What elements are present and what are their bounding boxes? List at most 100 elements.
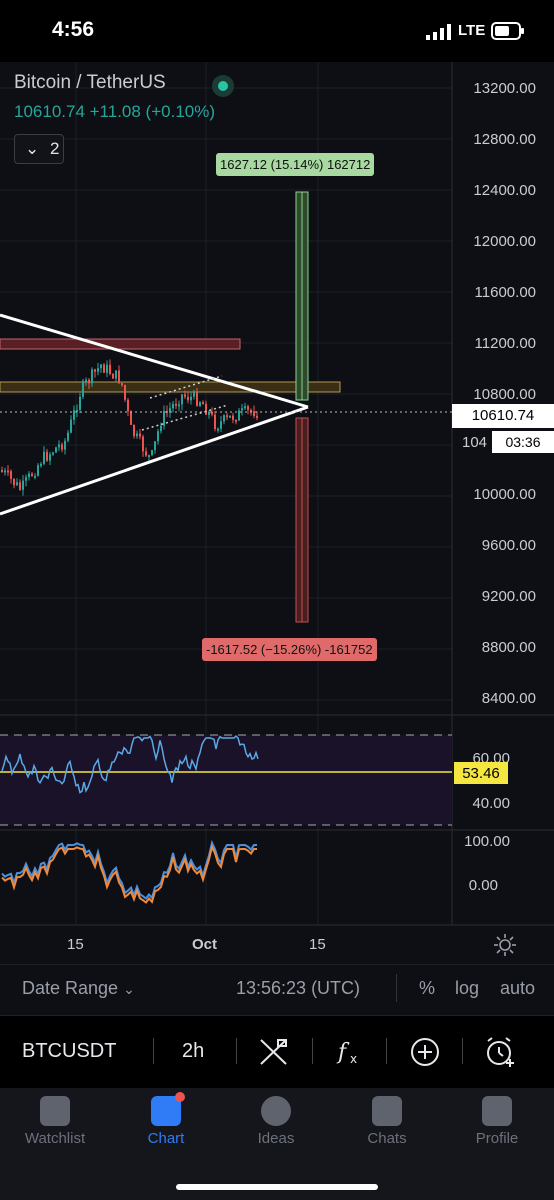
price-tick: 8400.00 <box>481 690 536 707</box>
tab-label: Ideas <box>257 1130 295 1147</box>
interval-button[interactable]: 2h <box>182 1040 205 1062</box>
candle <box>133 424 135 437</box>
stoch-tick: 100.00 <box>464 833 510 850</box>
status-bar <box>0 0 554 62</box>
profile-icon <box>482 1096 512 1126</box>
candle <box>109 364 111 374</box>
candle <box>208 411 210 415</box>
indicators-collapse-button[interactable]: ⌄ 2 <box>14 134 64 164</box>
candlestick-series <box>1 359 258 496</box>
candle <box>112 373 114 379</box>
candle <box>229 415 231 418</box>
chart-area[interactable] <box>0 62 554 964</box>
candle <box>25 477 27 481</box>
candle <box>223 415 225 422</box>
price-tick: 10800.00 <box>473 386 536 403</box>
svg-text:f: f <box>336 1040 350 1065</box>
symbol-title[interactable]: Bitcoin / TetherUS <box>14 72 166 93</box>
candle <box>79 396 81 410</box>
time-tick: Oct <box>192 936 218 953</box>
candle <box>43 451 45 464</box>
time-tick: 15 <box>67 936 84 953</box>
candle <box>151 450 153 456</box>
price-tick-partial: 104 <box>462 434 488 451</box>
candle <box>247 406 249 410</box>
triangle-upper-line[interactable] <box>0 313 309 409</box>
alert-clock-icon[interactable] <box>484 1035 518 1069</box>
candle <box>226 415 228 418</box>
candle <box>256 415 258 418</box>
candle <box>82 380 84 397</box>
auto-scale-button[interactable]: auto <box>500 978 536 998</box>
price-tick: 13200.00 <box>473 80 536 97</box>
candle <box>205 403 207 415</box>
candle <box>190 396 192 401</box>
battery-icon <box>491 22 524 40</box>
triangle-lower-line[interactable] <box>0 405 309 516</box>
tab-profile[interactable]: Profile <box>452 1096 542 1147</box>
add-icon[interactable] <box>409 1036 441 1068</box>
watchlist-icon <box>40 1096 70 1126</box>
price-tick: 12000.00 <box>473 233 536 250</box>
candle <box>115 370 117 379</box>
candle <box>127 399 129 412</box>
candle <box>121 383 123 386</box>
market-open-indicator <box>212 75 234 97</box>
bar-countdown: 03:36 <box>492 431 554 453</box>
price-chart[interactable] <box>0 62 554 964</box>
loss-label[interactable]: -1617.52 (−15.26%) -161752 <box>202 638 377 661</box>
candle <box>91 369 93 384</box>
price-tick: 9600.00 <box>481 537 536 554</box>
drawing-tools-icon[interactable] <box>258 1037 290 1067</box>
candle <box>94 369 96 372</box>
candle <box>97 368 99 372</box>
status-time: 4:56 <box>52 18 95 41</box>
candle <box>61 444 63 450</box>
candle <box>100 364 102 369</box>
stoch-k-line <box>1 839 257 900</box>
candle <box>175 403 177 406</box>
log-scale-button[interactable]: log <box>455 978 480 998</box>
tab-chats[interactable]: Chats <box>342 1096 432 1147</box>
candle <box>217 428 219 431</box>
signal-icon <box>426 24 451 40</box>
candle <box>202 402 204 405</box>
candle <box>160 425 162 432</box>
candle <box>106 364 108 373</box>
candle <box>139 433 141 437</box>
rsi-band <box>0 735 452 825</box>
candle <box>37 465 39 476</box>
chart-icon <box>151 1092 185 1126</box>
tab-label: Profile <box>475 1130 519 1147</box>
settings-sun-icon[interactable] <box>494 934 516 956</box>
candle <box>19 482 21 490</box>
tab-chart[interactable]: Chart <box>121 1092 211 1147</box>
candle <box>136 433 138 437</box>
indicators-fx-icon[interactable]: f x <box>336 1037 364 1067</box>
date-range-button[interactable]: Date Range ⌄ <box>22 978 135 999</box>
candle <box>10 471 12 479</box>
rsi-value-label: 53.46 <box>454 762 508 784</box>
resistance-zone[interactable] <box>0 381 341 393</box>
tab-label: Chart <box>147 1130 185 1147</box>
svg-text:x: x <box>350 1052 357 1066</box>
tab-label: Watchlist <box>24 1130 86 1147</box>
tab-ideas[interactable]: Ideas <box>231 1096 321 1147</box>
symbol-button[interactable]: BTCUSDT <box>22 1040 117 1062</box>
gain-label[interactable]: 1627.12 (15.14%) 162712 <box>216 153 375 176</box>
percent-scale-button[interactable]: % <box>419 978 436 998</box>
candle <box>193 391 195 397</box>
chart-toolbar <box>0 1015 554 1088</box>
resistance-zone[interactable] <box>0 338 241 350</box>
candle <box>13 478 15 486</box>
ideas-icon <box>261 1096 291 1126</box>
candle <box>76 409 78 412</box>
candle <box>88 379 90 384</box>
candle <box>178 404 180 407</box>
rsi-tick: 40.00 <box>472 795 510 812</box>
candle <box>1 470 3 472</box>
tab-watchlist[interactable]: Watchlist <box>10 1096 100 1147</box>
candle <box>103 364 105 373</box>
candle <box>244 406 246 409</box>
price-tick: 12400.00 <box>473 182 536 199</box>
